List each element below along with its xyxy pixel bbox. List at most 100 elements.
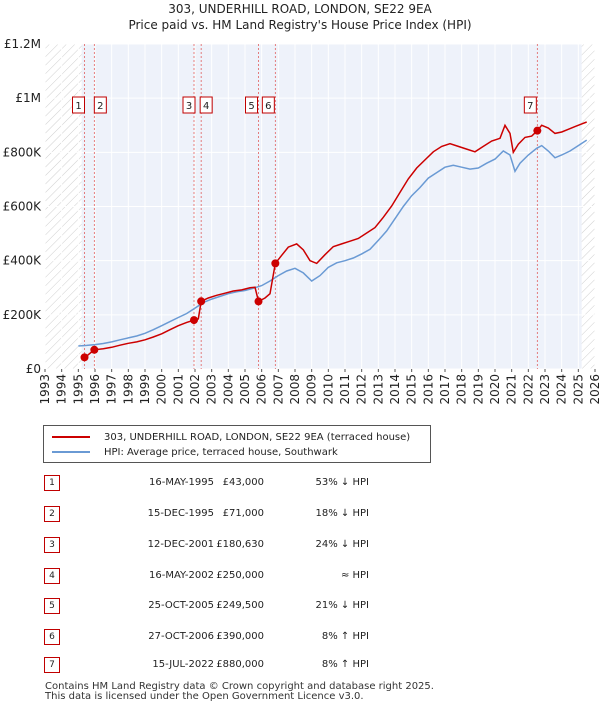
- transaction-date: 12-DEC-2001: [147, 539, 214, 550]
- transaction-date: 27-OCT-2006: [148, 631, 214, 642]
- chart-subtitle: Price paid vs. HM Land Registry's House …: [128, 18, 472, 32]
- x-tick-label: 2021: [505, 374, 519, 405]
- x-tick-label: 1993: [38, 374, 52, 405]
- table-row: 6 27-OCT-2006 £390,000 8% ↑ HPI: [44, 627, 564, 645]
- transaction-point: [271, 259, 280, 268]
- transaction-number: 6: [44, 629, 60, 645]
- transaction-label-text: 7: [527, 101, 533, 112]
- hpi-line: [78, 139, 588, 347]
- x-tick-label: 2000: [155, 374, 169, 405]
- property-price-line: [84, 121, 587, 359]
- x-tick-label: 2003: [205, 374, 219, 405]
- legend: 303, UNDERHILL ROAD, LONDON, SE22 9EA (t…: [43, 425, 431, 463]
- y-tick-label: £1M: [15, 91, 41, 105]
- transaction-point: [90, 345, 99, 354]
- transaction-label-box: 6: [261, 96, 275, 114]
- transaction-label-box: 4: [199, 96, 213, 114]
- x-tick-label: 2012: [355, 374, 369, 405]
- transaction-label-text: 1: [75, 101, 81, 112]
- x-tick-label: 2014: [388, 374, 402, 405]
- x-tick-label: 2026: [588, 374, 600, 405]
- x-tick-label: 2023: [538, 374, 552, 405]
- transaction-label-frame: [182, 96, 196, 114]
- y-tick-label: £600K: [3, 200, 43, 214]
- transaction-point: [190, 316, 198, 325]
- transaction-label-frame: [245, 96, 258, 114]
- transaction-label-box: 5: [245, 96, 258, 114]
- y-tick-label: £400K: [3, 254, 43, 268]
- legend-swatch-hpi: [52, 451, 90, 453]
- transaction-number: 4: [44, 568, 60, 584]
- footer-copyright: Contains HM Land Registry data © Crown c…: [45, 681, 434, 692]
- x-tick-label: 1996: [88, 374, 102, 405]
- x-tick-label: 2007: [271, 374, 285, 405]
- x-tick-label: 2019: [471, 374, 485, 405]
- transaction-label-frame: [261, 96, 275, 114]
- x-tick-label: 1995: [71, 374, 85, 405]
- x-tick-label: 1997: [105, 374, 119, 405]
- transaction-price: £250,000: [216, 570, 264, 581]
- transaction-number: 1: [44, 475, 60, 491]
- table-row: 1 16-MAY-1995 £43,000 53% ↓ HPI: [44, 473, 564, 491]
- legend-swatch-property: [52, 436, 90, 438]
- x-tick-label: 2008: [288, 374, 302, 405]
- transaction-label-frame: [199, 96, 213, 114]
- x-tick-label: 2016: [421, 374, 435, 405]
- y-tick-label: £1.2M: [4, 37, 41, 51]
- legend-label-hpi: HPI: Average price, terraced house, Sout…: [104, 446, 338, 458]
- legend-item-property: 303, UNDERHILL ROAD, LONDON, SE22 9EA (t…: [52, 430, 410, 444]
- transaction-label-box: 2: [93, 96, 107, 114]
- transaction-hpi-relation: 18% ↓ HPI: [315, 508, 369, 519]
- x-tick-label: 1994: [55, 374, 69, 405]
- x-tick-label: 2011: [338, 374, 352, 405]
- x-tick-label: 2010: [321, 374, 335, 405]
- transaction-point: [80, 353, 89, 362]
- x-tick-label: 2024: [555, 374, 569, 405]
- x-tick-label: 2018: [455, 374, 469, 405]
- transaction-hpi-relation: 24% ↓ HPI: [315, 539, 369, 550]
- transaction-label-frame: [93, 96, 107, 114]
- transaction-hpi-relation: ≈ HPI: [340, 570, 369, 581]
- transaction-date: 16-MAY-1995: [148, 477, 214, 488]
- transaction-date: 16-MAY-2002: [148, 570, 214, 581]
- x-tick-label: 2001: [171, 374, 185, 405]
- transaction-hpi-relation: 8% ↑ HPI: [321, 631, 369, 642]
- table-row: 7 15-JUL-2022 £880,000 8% ↑ HPI: [44, 655, 564, 673]
- transaction-label-box: 1: [72, 96, 85, 114]
- x-tick-label: 2002: [188, 374, 202, 405]
- footer-licence: This data is licensed under the Open Gov…: [45, 691, 364, 702]
- table-row: 5 25-OCT-2005 £249,500 21% ↓ HPI: [44, 596, 564, 614]
- x-tick-label: 2020: [488, 374, 502, 405]
- x-tick-label: 2025: [571, 374, 585, 405]
- x-tick-label: 1999: [138, 374, 152, 405]
- transaction-label-text: 4: [203, 101, 209, 112]
- y-tick-label: £0: [26, 362, 41, 376]
- chart-title: 303, UNDERHILL ROAD, LONDON, SE22 9EA: [168, 2, 432, 16]
- transaction-point: [254, 297, 263, 306]
- table-row: 4 16-MAY-2002 £250,000 ≈ HPI: [44, 566, 564, 584]
- transaction-number: 5: [44, 598, 60, 614]
- transaction-number: 2: [44, 506, 60, 522]
- x-tick-label: 2015: [405, 374, 419, 405]
- transaction-label-text: 2: [97, 101, 103, 112]
- transaction-label-frame: [72, 96, 85, 114]
- transaction-number: 3: [44, 537, 60, 553]
- transaction-price: £180,630: [216, 539, 264, 550]
- transaction-hpi-relation: 8% ↑ HPI: [321, 659, 369, 670]
- transaction-label-text: 6: [265, 101, 271, 112]
- transaction-point: [197, 297, 206, 306]
- transaction-price: £43,000: [222, 477, 264, 488]
- x-tick-label: 2005: [238, 374, 252, 405]
- transaction-label-text: 3: [186, 101, 192, 112]
- x-tick-label: 2009: [305, 374, 319, 405]
- legend-label-property: 303, UNDERHILL ROAD, LONDON, SE22 9EA (t…: [104, 431, 411, 443]
- transaction-price: £390,000: [216, 631, 264, 642]
- transaction-price: £880,000: [216, 659, 264, 670]
- x-tick-label: 1998: [121, 374, 135, 405]
- transaction-hpi-relation: 53% ↓ HPI: [315, 477, 369, 488]
- table-row: 3 12-DEC-2001 £180,630 24% ↓ HPI: [44, 535, 564, 553]
- transaction-label-frame: [523, 96, 537, 114]
- table-row: 2 15-DEC-1995 £71,000 18% ↓ HPI: [44, 504, 564, 522]
- y-tick-label: £800K: [3, 145, 43, 159]
- transaction-date: 15-DEC-1995: [147, 508, 214, 519]
